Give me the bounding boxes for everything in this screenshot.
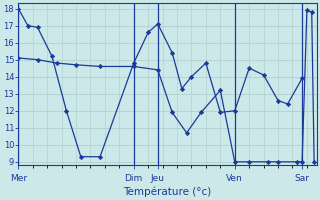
- X-axis label: Température (°c): Température (°c): [123, 186, 212, 197]
